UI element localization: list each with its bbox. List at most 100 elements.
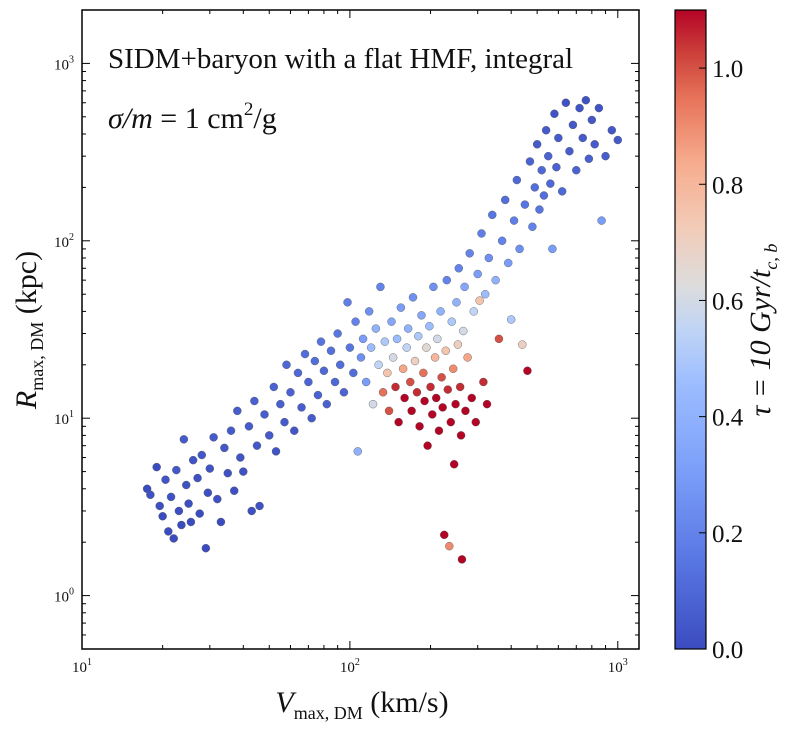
data-point — [475, 296, 484, 305]
y-tick-label: 102 — [54, 232, 74, 251]
data-point — [223, 468, 232, 478]
data-point — [286, 388, 295, 397]
x-tick-label: 103 — [608, 657, 628, 676]
y-axis-title: Rmax, DM (kpc) — [10, 251, 47, 410]
colorbar-ticks: 0.0 0.2 0.4 0.6 0.8 1.0 — [699, 56, 744, 664]
data-point — [333, 329, 342, 338]
data-point — [434, 426, 444, 435]
data-point — [506, 315, 516, 324]
data-point — [293, 368, 303, 378]
data-point — [391, 382, 400, 392]
data-point — [349, 368, 358, 378]
data-point — [195, 509, 204, 518]
data-point — [443, 385, 453, 394]
data-point — [387, 317, 396, 326]
data-point — [366, 343, 376, 352]
data-point — [479, 377, 488, 387]
y-axis-var: R — [10, 391, 43, 410]
data-point — [414, 331, 423, 341]
data-point — [255, 501, 264, 511]
data-point — [402, 343, 411, 352]
data-point — [518, 340, 527, 349]
data-point — [442, 275, 451, 285]
data-point — [400, 393, 409, 403]
data-point — [380, 337, 390, 346]
data-point — [428, 410, 437, 419]
x-axis-var: V — [275, 686, 297, 719]
data-point — [406, 377, 415, 387]
data-point — [539, 191, 549, 200]
data-point — [457, 555, 467, 564]
data-point — [396, 303, 406, 312]
data-point — [535, 205, 544, 214]
data-point — [177, 520, 186, 530]
data-point — [394, 417, 403, 427]
data-point — [203, 488, 213, 497]
data-point — [430, 353, 440, 362]
data-point — [322, 399, 332, 409]
data-point — [236, 453, 245, 462]
data-point — [260, 410, 269, 419]
data-point — [446, 417, 455, 427]
data-point — [280, 417, 289, 427]
data-point — [501, 195, 510, 205]
data-point — [247, 506, 256, 516]
data-point — [584, 154, 594, 163]
data-point — [465, 249, 474, 258]
data-point — [384, 406, 394, 416]
data-point — [525, 157, 535, 166]
annotation-sup: 2 — [244, 99, 254, 120]
x-tick-label: 102 — [340, 657, 360, 676]
data-point — [537, 166, 546, 175]
data-point — [415, 422, 424, 431]
data-point — [452, 298, 461, 307]
data-point — [368, 399, 378, 409]
data-point — [335, 360, 345, 369]
data-point — [164, 527, 173, 536]
x-axis-unit: (km/s) — [363, 686, 449, 719]
data-point — [188, 455, 198, 465]
data-point — [410, 356, 420, 366]
data-point — [453, 340, 463, 349]
data-point — [532, 140, 542, 149]
data-point — [316, 337, 326, 346]
data-point — [392, 334, 402, 344]
data-point — [184, 499, 193, 508]
data-point — [601, 151, 610, 161]
data-point — [454, 264, 463, 273]
y-axis-unit: (kpc) — [10, 251, 43, 322]
colorbar-title-main: τ = 10 Gyr/ — [744, 275, 777, 416]
data-point — [455, 382, 465, 392]
data-point — [447, 317, 456, 326]
data-point — [548, 244, 557, 254]
data-point — [440, 530, 449, 540]
data-point — [146, 490, 155, 499]
colorbar-tick-label: 0.2 — [712, 521, 743, 548]
data-point — [557, 187, 567, 196]
data-point — [530, 183, 539, 192]
data-point — [528, 222, 537, 231]
data-point — [550, 109, 559, 118]
data-point — [313, 390, 323, 400]
data-point — [515, 244, 524, 254]
data-point — [388, 353, 398, 362]
data-point — [597, 216, 606, 225]
data-point — [371, 324, 381, 333]
data-point — [230, 486, 239, 495]
data-point — [512, 175, 522, 185]
colorbar-title-sub: c, b — [761, 244, 781, 270]
data-point — [250, 396, 259, 406]
data-point — [307, 414, 316, 423]
colorbar-title: τ = 10 Gyr/tc, b — [744, 244, 781, 417]
data-point — [361, 377, 371, 387]
data-point — [544, 151, 553, 161]
data-point — [155, 501, 164, 511]
colorbar-tick-label: 0.4 — [712, 405, 744, 432]
data-point — [463, 353, 472, 362]
data-point — [356, 353, 366, 362]
data-point — [271, 447, 281, 456]
data-point — [252, 441, 262, 450]
data-point — [186, 517, 196, 527]
data-point — [297, 403, 306, 412]
